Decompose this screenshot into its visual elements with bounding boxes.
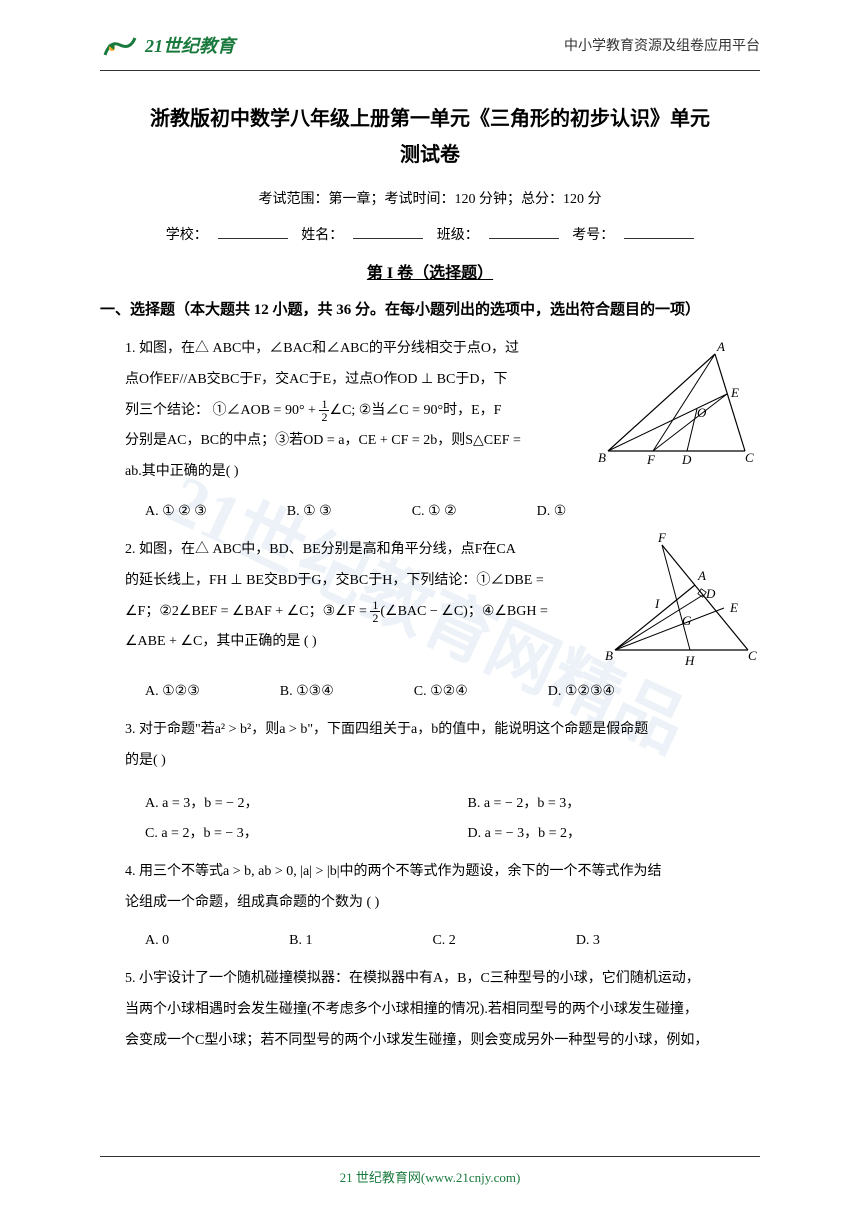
name-blank — [353, 223, 423, 239]
student-info: 学校： 姓名： 班级： 考号： — [100, 223, 760, 244]
title-line-1: 浙教版初中数学八年级上册第一单元《三角形的初步认识》单元 — [100, 101, 760, 137]
q1-options: A. ① ② ③ B. ① ③ C. ① ② D. ① — [100, 503, 760, 520]
section-title: 第 I 卷（选择题） — [100, 259, 760, 283]
question-3: 3. 对于命题"若a² > b²，则a > b"，下面四组关于a，b的值中，能说… — [100, 715, 760, 842]
q1-num: 1. — [125, 341, 136, 356]
svg-text:I: I — [654, 596, 660, 611]
q1-opt-c: C. ① ② — [412, 503, 457, 520]
q2-options: A. ①②③ B. ①③④ C. ①②④ D. ①②③④ — [100, 683, 760, 700]
class-blank — [489, 223, 559, 239]
q4-opt-d: D. 3 — [576, 933, 600, 949]
svg-text:C: C — [745, 450, 754, 465]
q1-figure: A E O B F D C — [595, 339, 760, 474]
q2-line1: 如图，在△ ABC中，BD、BE分别是高和角平分线，点F在CA — [139, 542, 516, 557]
q2-line3-post: (∠BAC − ∠C)；④∠BGH = — [380, 604, 548, 619]
q4-text2: 论组成一个命题，组成真命题的个数为 ( ) — [100, 888, 760, 919]
q4-options: A. 0 B. 1 C. 2 D. 3 — [100, 933, 760, 949]
q2-num: 2. — [125, 542, 136, 557]
q2-figure: F A D E I G B H C — [600, 530, 760, 675]
page-footer: 21 世纪教育网(www.21cnjy.com) — [100, 1156, 760, 1186]
q2-opt-a: A. ①②③ — [145, 683, 200, 700]
content-area: 浙教版初中数学八年级上册第一单元《三角形的初步认识》单元 测试卷 考试范围：第一… — [0, 71, 860, 1092]
q3-opt-a: A. a = 3，b = − 2， — [145, 792, 438, 812]
q5-num: 5. — [125, 971, 136, 986]
svg-text:F: F — [657, 530, 667, 545]
question-2: 2. 如图，在△ ABC中，BD、BE分别是高和角平分线，点F在CA 的延长线上… — [100, 535, 760, 700]
q2-line3-pre: ∠F；②2∠BEF = ∠BAF + ∠C；③∠F = — [125, 604, 370, 619]
question-1: 1. 如图，在△ ABC中，∠BAC和∠ABC的平分线相交于点O，过 点O作EF… — [100, 334, 760, 520]
q1-line3-pre: 列三个结论： ①∠AOB = 90° + — [125, 403, 319, 418]
svg-text:B: B — [605, 648, 613, 663]
question-5: 5. 小宇设计了一个随机碰撞模拟器：在模拟器中有A，B，C三种型号的小球，它们随… — [100, 964, 760, 1056]
q2-opt-c: C. ①②④ — [414, 683, 468, 700]
q3-num: 3. — [125, 722, 136, 737]
svg-text:F: F — [646, 452, 656, 467]
q1-line4: 分别是AC，BC的中点；③若OD = a，CE + CF = 2b，则S△CEF… — [100, 426, 580, 457]
q2-line2: 的延长线上，FH ⊥ BE交BD于G，交BC于H，下列结论：①∠DBE = — [100, 566, 590, 597]
svg-text:C: C — [748, 648, 757, 663]
q4-num: 4. — [125, 864, 136, 879]
q3-opt-c: C. a = 2，b = − 3， — [145, 822, 438, 842]
school-blank — [218, 223, 288, 239]
q1-opt-d: D. ① — [537, 503, 567, 520]
logo: 21世纪教育 — [100, 30, 235, 60]
q3-opt-b: B. a = − 2，b = 3， — [468, 792, 761, 812]
q3-text: 对于命题"若a² > b²，则a > b"，下面四组关于a，b的值中，能说明这个… — [139, 722, 648, 737]
number-label: 考号： — [572, 228, 614, 243]
exam-info: 考试范围：第一章；考试时间：120 分钟；总分：120 分 — [100, 188, 760, 208]
q4-opt-c: C. 2 — [432, 933, 455, 949]
q3-text2: 的是( ) — [100, 746, 760, 777]
q5-text: 小宇设计了一个随机碰撞模拟器：在模拟器中有A，B，C三种型号的小球，它们随机运动… — [139, 971, 700, 986]
section-header: 一、选择题（本大题共 12 小题，共 36 分。在每小题列出的选项中，选出符合题… — [100, 298, 760, 319]
header-right-text: 中小学教育资源及组卷应用平台 — [564, 35, 760, 55]
q1-opt-a: A. ① ② ③ — [145, 503, 207, 520]
q2-opt-b: B. ①③④ — [280, 683, 334, 700]
svg-text:A: A — [716, 339, 725, 354]
q2-opt-d: D. ①②③④ — [548, 683, 615, 700]
title-line-2: 测试卷 — [100, 137, 760, 173]
main-title: 浙教版初中数学八年级上册第一单元《三角形的初步认识》单元 测试卷 — [100, 101, 760, 173]
q1-line3-post: ∠C; ②当∠C = 90°时，E，F — [329, 403, 501, 418]
class-label: 班级： — [437, 228, 479, 243]
q3-options: A. a = 3，b = − 2， B. a = − 2，b = 3， C. a… — [100, 792, 760, 842]
q1-line1: 如图，在△ ABC中，∠BAC和∠ABC的平分线相交于点O，过 — [139, 341, 519, 356]
q5-text2: 当两个小球相遇时会发生碰撞(不考虑多个小球相撞的情况).若相同型号的两个小球发生… — [100, 995, 760, 1026]
svg-text:A: A — [697, 568, 706, 583]
svg-text:D: D — [681, 452, 692, 467]
svg-text:B: B — [598, 450, 606, 465]
q1-opt-b: B. ① ③ — [287, 503, 332, 520]
logo-text: 21世纪教育 — [145, 32, 235, 58]
page-header: 21世纪教育 中小学教育资源及组卷应用平台 — [100, 0, 760, 71]
school-label: 学校： — [166, 228, 208, 243]
q1-line2: 点O作EF//AB交BC于F，交AC于E，过点O作OD ⊥ BC于D，下 — [100, 365, 580, 396]
question-4: 4. 用三个不等式a > b, ab > 0, |a| > |b|中的两个不等式… — [100, 857, 760, 950]
q4-text: 用三个不等式a > b, ab > 0, |a| > |b|中的两个不等式作为题… — [139, 864, 662, 879]
logo-icon — [100, 30, 140, 60]
q4-opt-a: A. 0 — [145, 933, 169, 949]
q4-opt-b: B. 1 — [289, 933, 312, 949]
svg-text:E: E — [729, 600, 738, 615]
q2-line4: ∠ABE + ∠C，其中正确的是 ( ) — [100, 627, 590, 658]
svg-text:H: H — [684, 653, 695, 668]
name-label: 姓名： — [301, 228, 343, 243]
number-blank — [624, 223, 694, 239]
q3-opt-d: D. a = − 3，b = 2， — [468, 822, 761, 842]
q5-text3: 会变成一个C型小球；若不同型号的两个小球发生碰撞，则会变成另外一种型号的小球，例… — [100, 1026, 760, 1057]
svg-text:E: E — [730, 385, 739, 400]
q1-line5: ab.其中正确的是( ) — [100, 457, 580, 488]
